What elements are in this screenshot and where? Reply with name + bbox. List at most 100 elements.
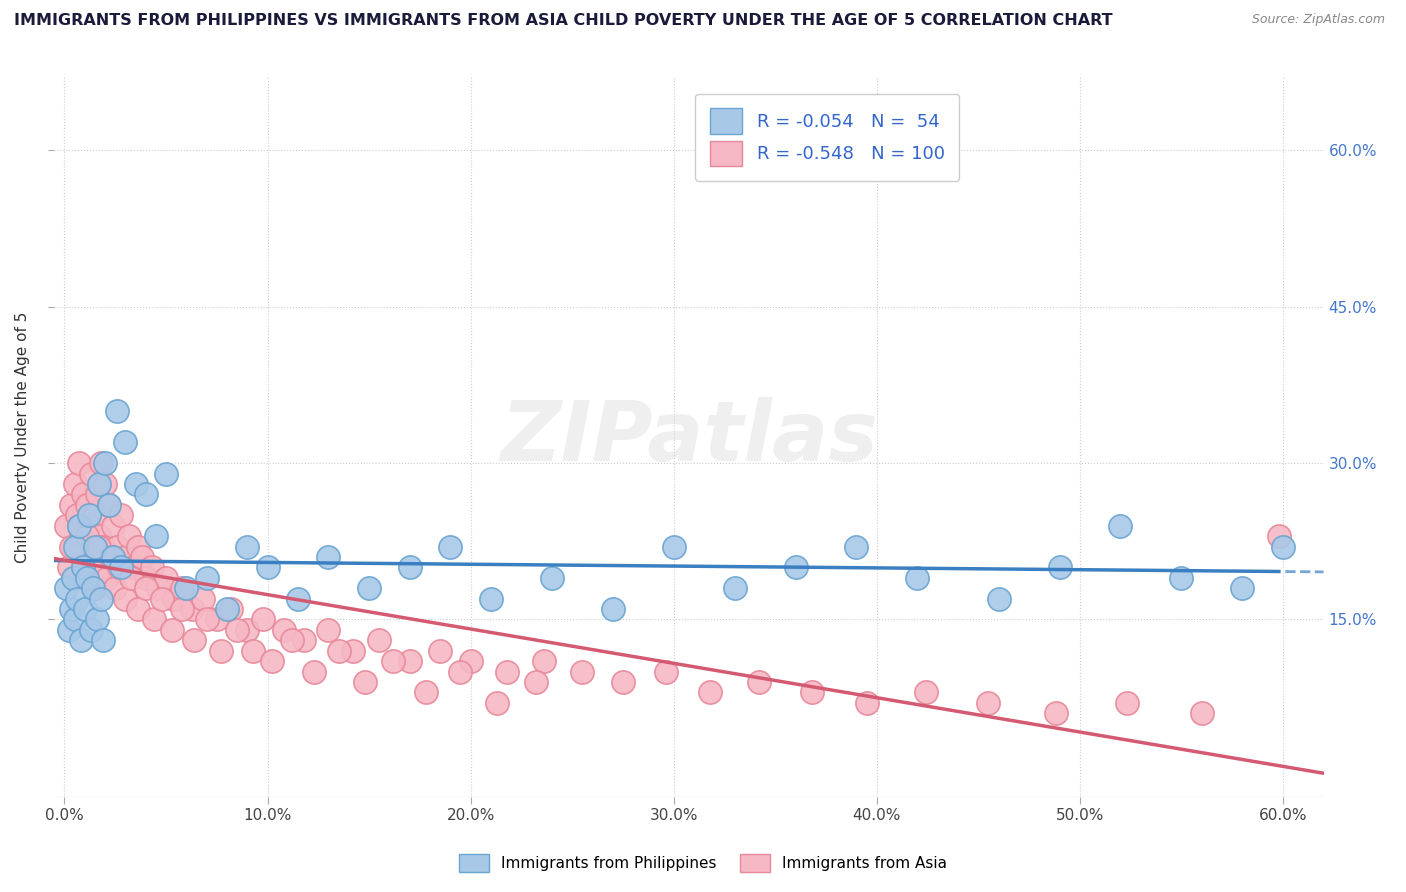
Point	[72, 560, 94, 574]
Text: IMMIGRANTS FROM PHILIPPINES VS IMMIGRANTS FROM ASIA CHILD POVERTY UNDER THE AGE : IMMIGRANTS FROM PHILIPPINES VS IMMIGRANT…	[14, 13, 1112, 29]
Point	[236, 540, 259, 554]
Point	[62, 540, 84, 554]
Point	[1045, 706, 1067, 721]
Point	[571, 665, 593, 679]
Point	[612, 675, 634, 690]
Point	[98, 498, 121, 512]
Point	[450, 665, 472, 679]
Point	[62, 571, 84, 585]
Point	[145, 529, 167, 543]
Point	[1232, 581, 1254, 595]
Point	[118, 529, 141, 543]
Point	[94, 456, 117, 470]
Point	[142, 612, 165, 626]
Point	[172, 581, 194, 595]
Point	[114, 591, 136, 606]
Point	[91, 540, 114, 554]
Point	[195, 571, 218, 585]
Point	[342, 644, 364, 658]
Point	[273, 623, 295, 637]
Point	[905, 571, 928, 585]
Point	[80, 623, 103, 637]
Point	[359, 581, 381, 595]
Point	[176, 581, 198, 595]
Point	[479, 591, 502, 606]
Point	[87, 540, 110, 554]
Point	[63, 571, 86, 585]
Point	[215, 602, 238, 616]
Point	[195, 612, 218, 626]
Point	[63, 540, 86, 554]
Point	[398, 654, 420, 668]
Text: ZIPatlas: ZIPatlas	[501, 397, 877, 477]
Point	[58, 560, 80, 574]
Point	[59, 540, 82, 554]
Point	[252, 612, 274, 626]
Point	[59, 498, 82, 512]
Point	[226, 623, 249, 637]
Y-axis label: Child Poverty Under the Age of 5: Child Poverty Under the Age of 5	[15, 311, 30, 563]
Point	[55, 518, 77, 533]
Point	[172, 602, 194, 616]
Point	[105, 540, 128, 554]
Point	[304, 665, 326, 679]
Point	[110, 508, 132, 523]
Text: Source: ZipAtlas.com: Source: ZipAtlas.com	[1251, 13, 1385, 27]
Point	[122, 560, 145, 574]
Point	[219, 602, 242, 616]
Point	[121, 571, 143, 585]
Point	[1115, 696, 1137, 710]
Point	[82, 581, 104, 595]
Point	[1170, 571, 1192, 585]
Point	[1191, 706, 1213, 721]
Point	[110, 560, 132, 574]
Point	[256, 560, 278, 574]
Point	[977, 696, 1000, 710]
Point	[845, 540, 868, 554]
Point	[150, 591, 173, 606]
Point	[209, 644, 232, 658]
Point	[460, 654, 482, 668]
Point	[94, 477, 117, 491]
Point	[496, 665, 519, 679]
Point	[124, 477, 146, 491]
Point	[63, 612, 86, 626]
Point	[183, 633, 205, 648]
Point	[415, 685, 437, 699]
Point	[84, 508, 107, 523]
Point	[77, 508, 100, 523]
Point	[429, 644, 451, 658]
Point	[260, 654, 283, 668]
Point	[87, 477, 110, 491]
Point	[1268, 529, 1291, 543]
Point	[100, 549, 122, 564]
Point	[287, 591, 309, 606]
Point	[1109, 518, 1132, 533]
Point	[108, 560, 131, 574]
Point	[90, 591, 112, 606]
Point	[205, 612, 228, 626]
Point	[72, 487, 94, 501]
Point	[86, 487, 108, 501]
Point	[748, 675, 770, 690]
Point	[98, 498, 121, 512]
Point	[318, 549, 340, 564]
Point	[73, 602, 96, 616]
Point	[131, 549, 153, 564]
Point	[73, 540, 96, 554]
Point	[654, 665, 676, 679]
Point	[59, 602, 82, 616]
Point	[105, 404, 128, 418]
Point	[141, 560, 163, 574]
Point	[181, 602, 204, 616]
Point	[146, 581, 169, 595]
Point	[103, 549, 125, 564]
Point	[67, 456, 90, 470]
Point	[87, 529, 110, 543]
Point	[699, 685, 721, 699]
Point	[855, 696, 877, 710]
Point	[66, 591, 89, 606]
Point	[76, 571, 98, 585]
Point	[524, 675, 547, 690]
Point	[292, 633, 315, 648]
